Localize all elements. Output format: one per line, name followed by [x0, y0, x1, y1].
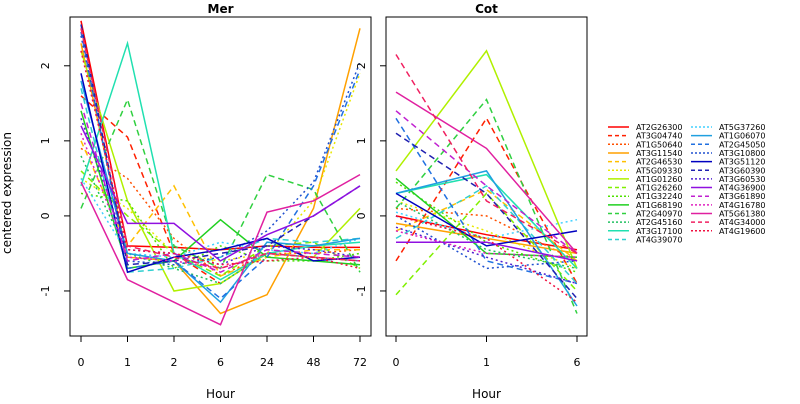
series-line-at3g17100 — [395, 173, 578, 269]
series-line-at4g36900 — [80, 125, 361, 262]
series-line-at4g16780 — [395, 230, 578, 258]
legend-label: AT4G34000 — [719, 218, 765, 227]
series-line-at1g26260 — [80, 170, 361, 277]
x-tick-label: 48 — [307, 356, 321, 369]
y-tick-label: 1 — [39, 137, 52, 144]
x-tick-label: 1 — [483, 356, 490, 369]
series-line-at2g26300 — [395, 215, 578, 251]
legend-label: AT2G45050 — [719, 140, 765, 149]
legend-label: AT4G39070 — [636, 235, 682, 244]
series-line-at3g04740 — [395, 116, 578, 284]
legend-label: AT2G26300 — [636, 123, 682, 132]
series-line-at3g60530 — [395, 226, 578, 285]
legend-label: AT1G32240 — [636, 192, 682, 201]
panel-title: Cot — [475, 2, 498, 16]
legend-label: AT3G10800 — [719, 149, 765, 158]
series-line-at1g06070 — [395, 170, 578, 307]
x-tick-label: 1 — [124, 356, 131, 369]
x-axis-label: Hour — [206, 387, 235, 400]
series-line-at3g51120 — [80, 73, 361, 274]
y-tick-label: -1 — [39, 285, 52, 296]
series-line-at4g39070 — [80, 88, 361, 273]
series-line-at3g61890 — [80, 103, 361, 274]
legend-label: AT3G61890 — [719, 192, 765, 201]
legend-label: AT5G09330 — [636, 166, 682, 175]
legend-label: AT5G61380 — [719, 210, 765, 219]
series-line-at1g01260 — [395, 49, 578, 269]
series-line-at5g61380 — [395, 91, 578, 254]
legend-label: AT3G51120 — [719, 158, 765, 167]
legend-label: AT3G17100 — [636, 227, 682, 236]
plot-frame — [69, 16, 372, 337]
y-tick-label: 0 — [39, 212, 52, 219]
x-axis-label: Hour — [472, 387, 501, 400]
series-line-at1g06070 — [80, 80, 361, 304]
x-tick-label: 72 — [353, 356, 367, 369]
series-line-at3g60390 — [80, 24, 361, 266]
series-line-at3g60530 — [80, 118, 361, 266]
series-line-at4g36900 — [396, 241, 578, 262]
series-line-at3g61890 — [395, 110, 578, 255]
series-line-at5g61380 — [80, 173, 361, 326]
y-axis-label-group: centered expression — [0, 132, 14, 254]
legend-label: AT3G60530 — [719, 175, 765, 184]
x-tick-label: 6 — [574, 356, 581, 369]
legend-label: AT5G37260 — [719, 123, 765, 132]
legend-label: AT3G60390 — [719, 166, 765, 175]
legend-label: AT3G11540 — [636, 149, 682, 158]
series-line-at5g09330 — [80, 73, 361, 262]
y-tick-label: 0 — [355, 212, 368, 219]
legend-label: AT4G36900 — [719, 184, 765, 193]
legend-label: AT1G50640 — [636, 140, 682, 149]
series-line-at5g37260 — [395, 211, 578, 240]
legend-label: AT1G06070 — [719, 132, 765, 141]
series-line-at4g19600 — [395, 215, 578, 303]
legend-label: AT2G46530 — [636, 158, 682, 167]
series-lines — [395, 49, 578, 314]
series-line-at1g68190 — [395, 177, 578, 258]
y-tick-label: 1 — [355, 137, 368, 144]
panel-cot: Cot 0 1 6 Hour -1 0 1 2 — [355, 2, 588, 401]
legend-label: AT1G68190 — [636, 201, 682, 210]
x-tick-label: 2 — [171, 356, 178, 369]
panels: Mer 0 1 2 6 24 48 72 Hour -1 0 1 2 Cot 0 1 6 Hour -1 0 1 2 — [39, 2, 588, 401]
x-tick-label: 6 — [217, 356, 224, 369]
legend-label: AT4G19600 — [719, 227, 765, 236]
x-tick-label: 0 — [393, 356, 400, 369]
series-line-at2g46530 — [395, 188, 578, 262]
series-line-at2g45160 — [80, 155, 361, 285]
legend-label: AT2G40970 — [636, 210, 682, 219]
series-line-at4g34000 — [80, 28, 361, 270]
series-line-at2g45050 — [395, 117, 578, 285]
series-line-at3g11540 — [395, 222, 578, 255]
series-line-at2g45050 — [80, 31, 361, 300]
panel-mer: Mer 0 1 2 6 24 48 72 Hour -1 0 1 2 — [39, 2, 372, 401]
x-tick-label: 24 — [260, 356, 274, 369]
panel-title: Mer — [208, 2, 234, 16]
legend-label: AT1G26260 — [636, 184, 682, 193]
series-line-at1g26260 — [395, 192, 578, 296]
plot-frame — [385, 16, 588, 337]
series-line-at4g34000 — [395, 54, 578, 255]
legend: AT2G26300AT3G04740AT1G50640AT3G11540AT2G… — [608, 123, 765, 244]
series-line-at3g10800 — [80, 35, 361, 266]
series-line-at1g32240 — [395, 181, 578, 273]
y-axis-label: centered expression — [0, 132, 14, 254]
y-tick-label: -1 — [355, 285, 368, 296]
legend-label: AT3G04740 — [636, 132, 682, 141]
y-tick-label: 2 — [39, 62, 52, 69]
series-line-at3g60390 — [395, 132, 578, 299]
legend-label: AT4G16780 — [719, 201, 765, 210]
series-lines — [80, 20, 361, 326]
legend-label: AT1G01260 — [636, 175, 682, 184]
y-tick-label: 2 — [355, 62, 368, 69]
legend-label: AT2G45160 — [636, 218, 682, 227]
series-line-at2g40970 — [395, 98, 578, 314]
x-tick-label: 0 — [78, 356, 85, 369]
